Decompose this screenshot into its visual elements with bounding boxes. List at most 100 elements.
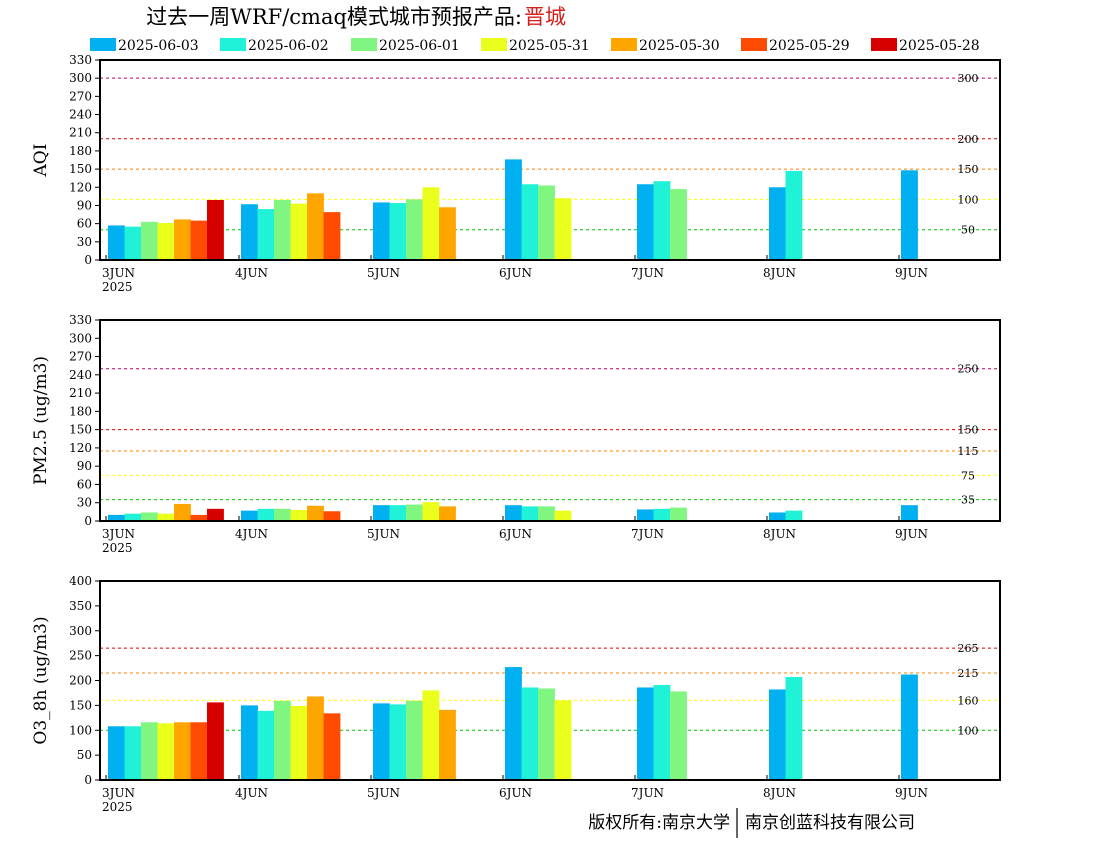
x-tick-label: 8JUN	[763, 527, 796, 541]
bar	[538, 688, 555, 780]
x-tick-label: 4JUN	[235, 266, 268, 280]
y-tick-label: 400	[69, 574, 92, 588]
x-year-label: 2025	[102, 280, 133, 294]
bar	[637, 509, 654, 521]
bar	[637, 687, 654, 780]
threshold-label: 100	[958, 193, 979, 206]
y-tick-label: 0	[84, 514, 92, 528]
bar	[190, 514, 208, 521]
threshold-label: 150	[958, 163, 979, 176]
bar	[670, 691, 687, 780]
legend-swatch	[871, 38, 897, 51]
legend-label: 2025-06-01	[379, 38, 460, 54]
threshold-label: 215	[958, 667, 979, 680]
legend-item: 2025-05-30	[611, 38, 720, 54]
legend-label: 2025-05-30	[639, 38, 720, 54]
bar	[653, 684, 671, 780]
y-tick-label: 270	[69, 89, 92, 103]
x-tick-label: 7JUN	[631, 266, 664, 280]
legend-item: 2025-05-28	[871, 38, 980, 54]
bar	[439, 207, 456, 260]
legend-item: 2025-06-02	[220, 38, 329, 54]
x-tick-label: 5JUN	[367, 266, 400, 280]
chart-title: 过去一周WRF/cmaq模式城市预报产品: 晋城	[146, 5, 566, 29]
bar	[785, 510, 803, 521]
bar	[769, 689, 786, 780]
bar	[141, 512, 158, 521]
legend-label: 2025-06-02	[248, 38, 329, 54]
bar	[406, 199, 423, 260]
threshold-label: 250	[958, 363, 979, 376]
x-tick-label: 6JUN	[499, 527, 532, 541]
y-axis-label: PM2.5 (ug/m3)	[31, 356, 51, 485]
x-tick-label: 9JUN	[895, 786, 928, 800]
y-tick-label: 350	[69, 599, 92, 613]
legend-label: 2025-05-31	[509, 38, 590, 54]
bar	[108, 225, 125, 260]
bar	[389, 203, 407, 260]
bar	[257, 508, 275, 521]
y-tick-label: 330	[69, 53, 92, 67]
y-tick-label: 30	[77, 235, 92, 249]
bar	[901, 170, 918, 260]
bar	[505, 159, 522, 260]
legend-label: 2025-06-03	[118, 38, 199, 54]
bar	[422, 690, 440, 780]
bar	[323, 212, 341, 260]
x-tick-label: 6JUN	[499, 266, 532, 280]
bar	[124, 726, 142, 780]
threshold-label: 75	[961, 469, 975, 482]
bar	[785, 677, 803, 780]
chart-title-city: 晋城	[524, 5, 566, 29]
x-tick-label: 7JUN	[631, 786, 664, 800]
bar	[307, 696, 324, 780]
x-tick-label: 3JUN	[102, 266, 135, 280]
threshold-label: 35	[961, 494, 975, 507]
x-tick-label: 4JUN	[235, 786, 268, 800]
bar	[274, 508, 291, 521]
bar	[157, 723, 175, 780]
bar	[373, 505, 390, 521]
bar	[670, 189, 687, 260]
x-tick-label: 8JUN	[763, 786, 796, 800]
bar	[439, 506, 456, 521]
x-tick-label: 5JUN	[367, 786, 400, 800]
bar	[505, 505, 522, 521]
threshold-label: 150	[958, 424, 979, 437]
y-axis-label: O3_8h (ug/m3)	[31, 616, 51, 744]
y-tick-label: 330	[69, 313, 92, 327]
chart-panels: 3002001501005003060901201501802102402703…	[31, 53, 1001, 814]
bar	[521, 184, 539, 260]
x-tick-label: 4JUN	[235, 527, 268, 541]
legend-swatch	[220, 38, 246, 51]
bar	[207, 200, 224, 260]
chart-panel: 250 150 115 75 35 0 30 60 90 120 150 180 210 240 270 30…	[31, 313, 1001, 555]
y-tick-label: 120	[69, 441, 92, 455]
y-tick-label: 120	[69, 180, 92, 194]
y-tick-label: 210	[69, 126, 92, 140]
legend-swatch	[611, 38, 637, 51]
legend-item: 2025-06-03	[90, 38, 199, 54]
bar	[439, 709, 456, 780]
bar	[274, 700, 291, 780]
y-tick-label: 300	[69, 624, 92, 638]
copyright: 版权所有:南京大学 南京创蓝科技有限公司	[588, 808, 915, 838]
threshold-label: 160	[958, 694, 979, 707]
y-tick-label: 100	[69, 723, 92, 737]
legend-swatch	[481, 38, 507, 51]
y-tick-label: 60	[77, 477, 92, 491]
legend-swatch	[90, 38, 116, 51]
bar	[290, 203, 308, 260]
y-tick-label: 240	[69, 368, 92, 382]
bar	[207, 702, 224, 780]
bar	[422, 502, 440, 521]
y-tick-label: 210	[69, 386, 92, 400]
y-tick-label: 270	[69, 350, 92, 364]
bar	[389, 704, 407, 780]
bar	[190, 722, 208, 780]
legend-item: 2025-05-29	[741, 38, 850, 54]
legend-swatch	[351, 38, 377, 51]
bar	[290, 705, 308, 780]
bar	[521, 506, 539, 521]
bar	[653, 181, 671, 260]
